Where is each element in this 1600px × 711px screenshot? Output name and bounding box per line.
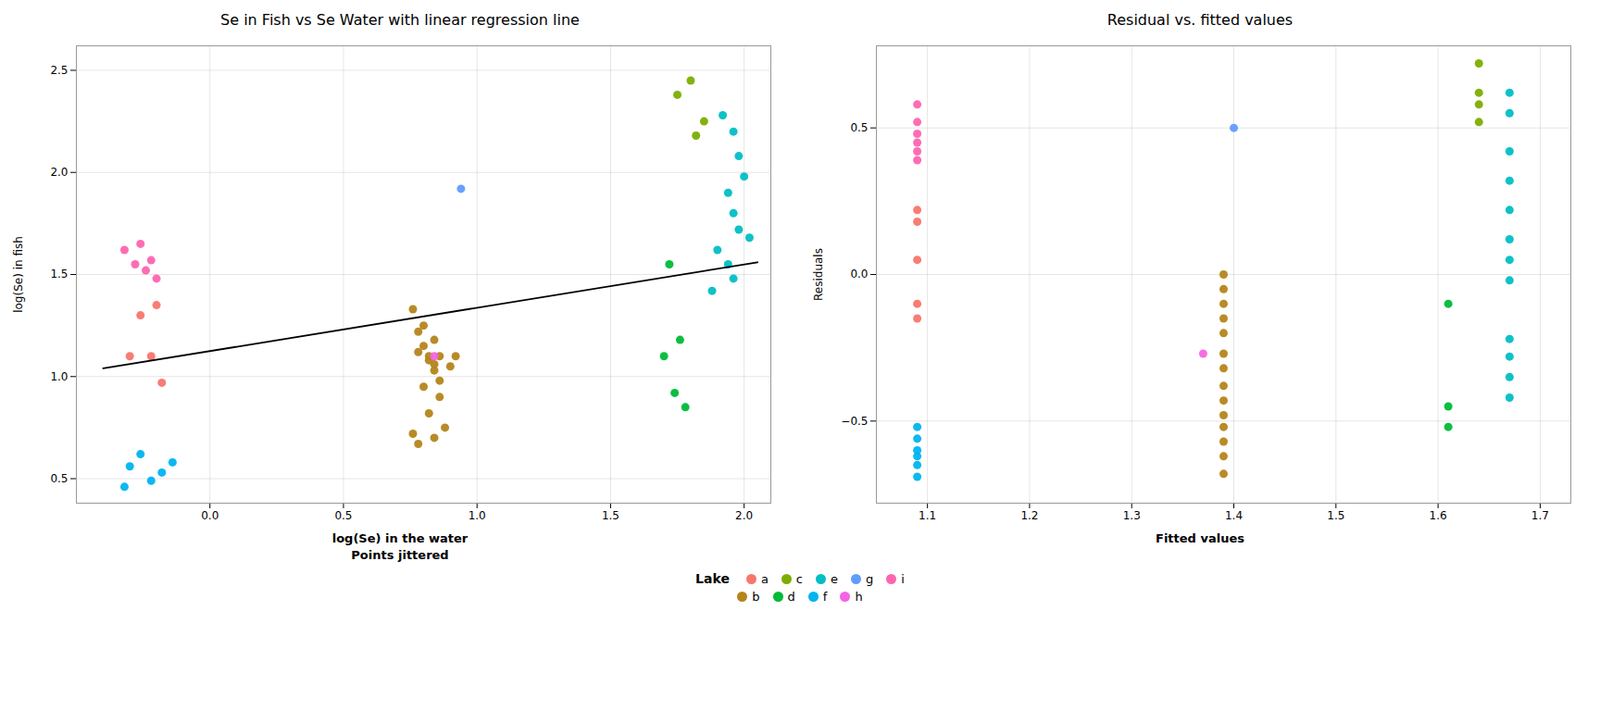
html-text:d: d — [787, 590, 796, 605]
svg-text:1.5: 1.5 — [601, 509, 620, 523]
html-text:Lake: Lake — [695, 571, 730, 587]
html-text:c: c — [796, 572, 803, 587]
svg-text:1.0: 1.0 — [468, 509, 487, 523]
svg-text:1.5: 1.5 — [50, 267, 68, 281]
svg-text:0.5: 0.5 — [850, 121, 868, 135]
svg-text:1.2: 1.2 — [1020, 509, 1038, 523]
svg-text:2.0: 2.0 — [735, 509, 753, 523]
svg-text:0.0: 0.0 — [850, 267, 868, 281]
svg-text:2.0: 2.0 — [50, 165, 68, 179]
svg-text:0.5: 0.5 — [334, 509, 352, 523]
svg-text:1.4: 1.4 — [1225, 509, 1243, 523]
svg-text:log(Se) in fish: log(Se) in fish — [12, 236, 25, 313]
svg-text:Residuals: Residuals — [812, 248, 825, 301]
html-text:Se in Fish vs Se Water with li: Se in Fish vs Se Water with linear regre… — [220, 11, 580, 29]
svg-text:1.6: 1.6 — [1429, 509, 1448, 523]
svg-text:1.3: 1.3 — [1123, 509, 1141, 523]
svg-text:1.0: 1.0 — [50, 370, 68, 384]
html-text:e: e — [830, 572, 838, 587]
svg-text:1.7: 1.7 — [1531, 509, 1550, 523]
html-text:i: i — [901, 572, 905, 587]
svg-text:2.5: 2.5 — [50, 63, 68, 77]
html-text:f: f — [822, 590, 828, 605]
svg-text:1.1: 1.1 — [918, 509, 937, 523]
html-text:log(Se) in the water Points ji: log(Se) in the water Points jittered — [332, 531, 468, 563]
svg-text:−0.5: −0.5 — [840, 414, 868, 428]
html-text:a: a — [761, 572, 769, 587]
html-text:g: g — [865, 572, 874, 587]
html-text:Fitted values: Fitted values — [1155, 531, 1245, 546]
svg-text:0.0: 0.0 — [200, 509, 219, 523]
svg-text:0.5: 0.5 — [50, 472, 68, 486]
html-text:Residual vs. fitted values: Residual vs. fitted values — [1107, 11, 1293, 29]
html-text:h: h — [855, 590, 863, 605]
svg-text:1.5: 1.5 — [1326, 509, 1345, 523]
html-text:b: b — [752, 590, 760, 605]
